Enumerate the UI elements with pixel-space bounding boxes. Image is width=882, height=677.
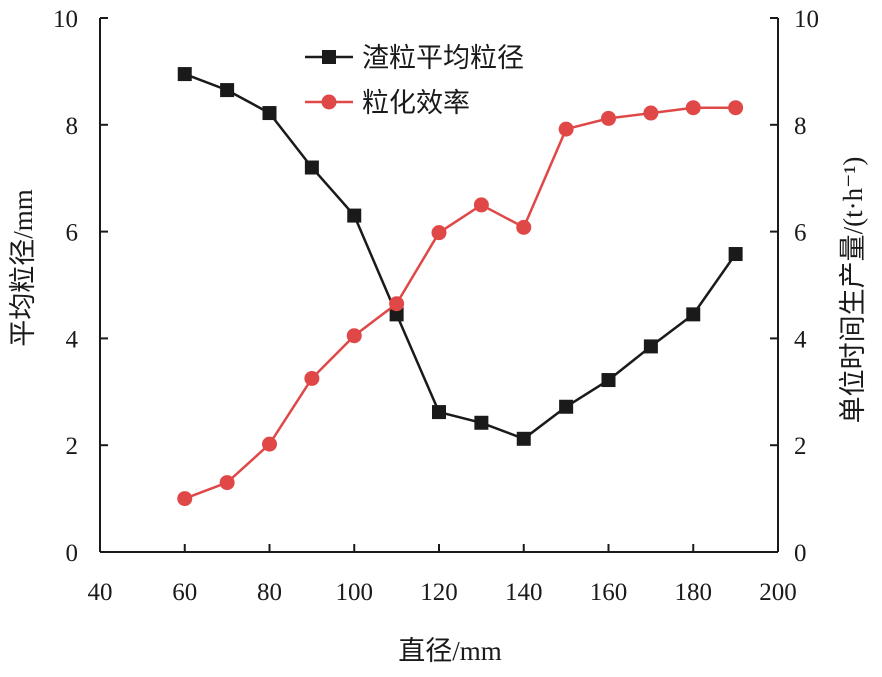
granulation-point bbox=[304, 370, 320, 386]
y-axis-title: 平均粒径/mm bbox=[8, 189, 38, 347]
y-right-tick-label: 6 bbox=[794, 220, 807, 247]
x-tick-label: 60 bbox=[172, 579, 197, 606]
y-right-tick-label: 8 bbox=[794, 113, 807, 140]
x-axis-title: 直径/mm bbox=[398, 636, 502, 666]
slag-size-point bbox=[643, 339, 658, 354]
legend-granulation-label: 粒化效率 bbox=[362, 88, 470, 118]
granulation-point bbox=[685, 100, 701, 116]
granulation-point bbox=[262, 436, 277, 452]
y-tick-label: 10 bbox=[53, 6, 78, 33]
y-axis-right-title: 单位时间生产量/(t·h⁻¹) bbox=[838, 157, 868, 424]
granulation-point bbox=[431, 225, 447, 241]
y-tick-label: 6 bbox=[66, 220, 79, 247]
y-right-tick-label: 4 bbox=[794, 326, 807, 353]
slag-size-point bbox=[516, 431, 531, 446]
granulation-point bbox=[643, 105, 659, 121]
slag-size-point bbox=[177, 67, 192, 82]
x-tick-label: 100 bbox=[336, 579, 374, 606]
y-tick-label: 2 bbox=[66, 433, 79, 460]
series bbox=[177, 67, 744, 507]
granulation-point bbox=[389, 296, 405, 312]
x-tick-label: 140 bbox=[505, 579, 543, 606]
slag-size-point bbox=[474, 415, 489, 430]
granulation-point bbox=[473, 197, 489, 213]
x-tick-label: 120 bbox=[420, 579, 458, 606]
granulation-point bbox=[728, 100, 744, 116]
slag-size-point bbox=[601, 373, 616, 388]
granulation-point bbox=[601, 110, 616, 126]
legend-slag-size-marker bbox=[322, 50, 336, 64]
granulation-point bbox=[219, 475, 235, 491]
slag-size-point bbox=[262, 106, 277, 121]
slag-size-point bbox=[220, 83, 235, 98]
x-tick-label: 200 bbox=[759, 579, 797, 606]
granulation-point bbox=[346, 328, 362, 344]
y-right-tick-label: 2 bbox=[794, 433, 807, 460]
slag-size-point bbox=[389, 307, 404, 322]
x-tick-label: 40 bbox=[88, 579, 113, 606]
slag-size-point bbox=[432, 405, 446, 420]
y-right-tick-label: 10 bbox=[794, 6, 819, 33]
slag-size-line bbox=[184, 72, 737, 441]
granulation-point bbox=[516, 219, 532, 235]
slag-size-point bbox=[304, 160, 319, 175]
x-tick-label: 80 bbox=[257, 579, 282, 606]
slag-size-point bbox=[559, 399, 574, 414]
slag-size-point bbox=[728, 247, 743, 262]
granulation-point bbox=[558, 121, 574, 137]
granulation-point bbox=[177, 491, 193, 507]
slag-size-point bbox=[686, 307, 701, 322]
y-tick-label: 8 bbox=[66, 113, 79, 140]
legend-slag-size-label: 渣粒平均粒径 bbox=[362, 43, 524, 73]
x-tick-label: 180 bbox=[675, 579, 713, 606]
y-right-tick-label: 0 bbox=[794, 540, 807, 567]
slag-size-point bbox=[347, 208, 362, 223]
y-tick-label: 4 bbox=[66, 326, 79, 353]
y-tick-label: 0 bbox=[66, 540, 79, 567]
x-tick-label: 160 bbox=[590, 579, 628, 606]
legend-granulation-marker bbox=[321, 94, 337, 110]
